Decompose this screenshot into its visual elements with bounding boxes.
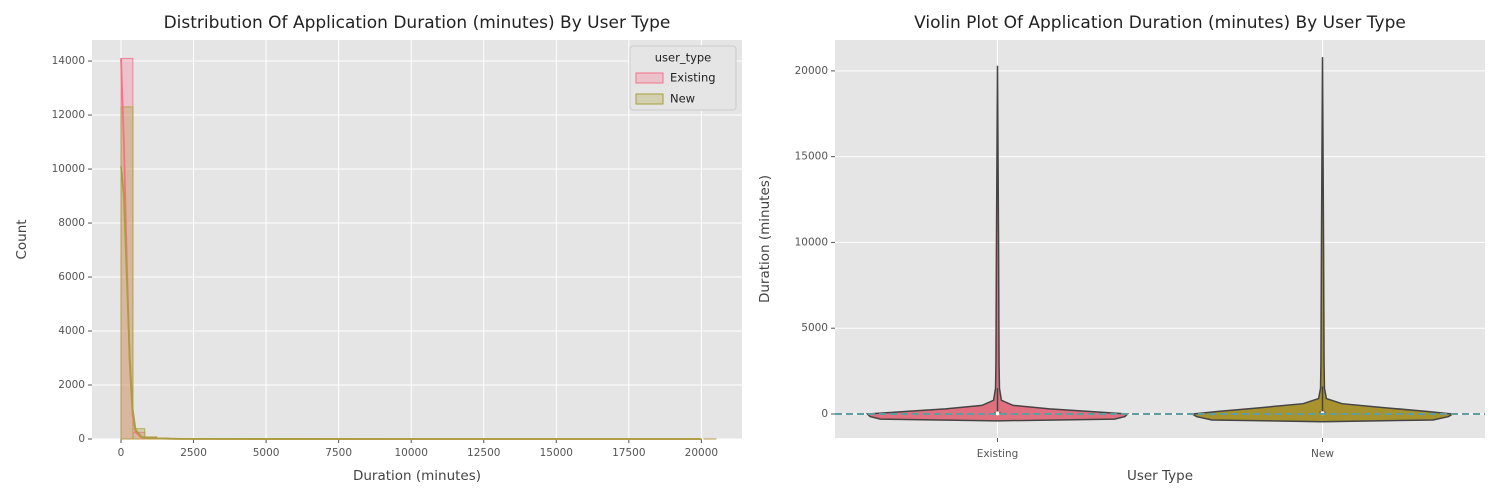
kde-line [120, 166, 702, 440]
y-tick-label: 15000 [795, 151, 828, 163]
legend-title: user_type [655, 51, 712, 65]
legend-swatch [635, 93, 664, 105]
violin-body [865, 65, 1130, 422]
x-tick-label: 5000 [253, 447, 280, 459]
y-axis-label: Duration (minutes) [757, 175, 773, 303]
x-axis-label: Duration (minutes) [353, 468, 481, 484]
y-axis-label: Count [14, 219, 30, 259]
x-axis-label: User Type [1127, 468, 1193, 484]
y-tick-label: 2000 [58, 379, 85, 391]
legend-label: Existing [670, 71, 716, 85]
y-tick-label: 0 [78, 433, 85, 445]
x-tick-label: 17500 [612, 447, 645, 459]
legend-swatch [635, 72, 664, 84]
violin-median [995, 411, 1000, 416]
y-tick-label: 12000 [52, 109, 85, 121]
y-tick-label: 0 [821, 408, 828, 420]
y-tick-label: 10000 [52, 163, 85, 175]
y-tick-label: 4000 [58, 325, 85, 337]
x-tick-label: 10000 [394, 447, 427, 459]
y-tick-label: 14000 [52, 55, 85, 67]
chart-title: Distribution Of Application Duration (mi… [164, 13, 671, 33]
y-tick-label: 10000 [795, 236, 828, 248]
y-tick-label: 8000 [58, 217, 85, 229]
plot-area [835, 40, 1485, 438]
x-tick-label: 0 [118, 447, 125, 459]
y-tick-label: 5000 [801, 322, 828, 334]
x-tick-label: 15000 [540, 447, 573, 459]
x-tick-label: 7500 [325, 447, 352, 459]
legend-label: New [670, 92, 695, 106]
x-tick-label: 20000 [685, 447, 718, 459]
x-tick-label: 2500 [180, 447, 207, 459]
x-tick-label: 12500 [467, 447, 500, 459]
x-tick-label: New [1311, 448, 1334, 460]
y-tick-label: 20000 [795, 65, 828, 77]
y-tick-label: 6000 [58, 271, 85, 283]
x-tick-label: Existing [977, 448, 1019, 460]
violin-body [1190, 57, 1455, 423]
chart-title: Violin Plot Of Application Duration (min… [914, 13, 1406, 33]
